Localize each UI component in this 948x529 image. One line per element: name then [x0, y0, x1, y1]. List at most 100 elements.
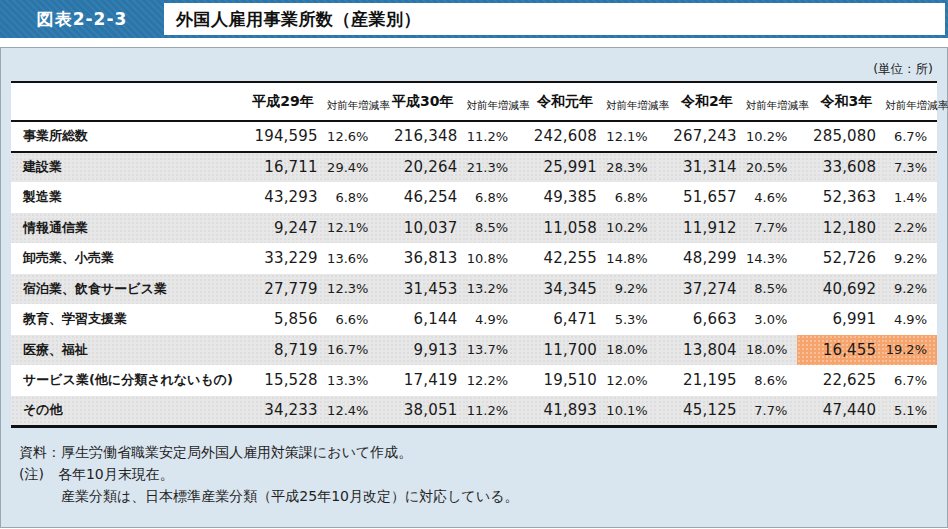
unit-label: (単位：所) [11, 52, 937, 81]
column-header: 対前年増減率 [745, 82, 798, 121]
count-cell: 15,528 [239, 365, 326, 396]
count-cell: 42,255 [518, 243, 605, 274]
count-cell: 20,264 [378, 152, 465, 183]
row-label: 建設業 [11, 152, 239, 183]
row-label: その他 [11, 396, 239, 427]
rate-cell: 12.1% [326, 213, 379, 244]
row-label: 教育、学習支援業 [11, 304, 239, 335]
count-cell: 216,348 [378, 121, 465, 152]
row-label: 情報通信業 [11, 213, 239, 244]
rate-cell: 5.3% [605, 304, 658, 335]
table-row: 建設業16,71129.4%20,26421.3%25,99128.3%31,3… [11, 152, 937, 183]
column-header: 平成29年 [239, 82, 326, 121]
count-cell: 6,991 [797, 304, 884, 335]
count-cell: 51,657 [658, 182, 745, 213]
figure-header-bar: 図表2-2-3 外国人雇用事業所数（産業別） [0, 0, 948, 38]
count-cell: 45,125 [658, 396, 745, 427]
count-cell: 37,274 [658, 274, 745, 305]
note-line: 資料：厚生労働省職業安定局外国人雇用対策課において作成。 [19, 441, 937, 463]
rate-cell: 20.5% [745, 152, 798, 183]
rate-cell: 4.9% [884, 304, 937, 335]
column-header: 令和3年 [797, 82, 884, 121]
column-header: 対前年増減率 [884, 82, 937, 121]
count-cell: 267,243 [658, 121, 745, 152]
count-cell: 9,247 [239, 213, 326, 244]
rate-cell: 6.8% [465, 182, 518, 213]
count-cell: 27,779 [239, 274, 326, 305]
rate-cell: 28.3% [605, 152, 658, 183]
table-row: サービス業(他に分類されないもの)15,52813.3%17,41912.2%1… [11, 365, 937, 396]
rate-cell: 13.2% [465, 274, 518, 305]
count-cell: 194,595 [239, 121, 326, 152]
count-cell: 6,471 [518, 304, 605, 335]
row-label: サービス業(他に分類されないもの) [11, 365, 239, 396]
rate-cell: 7.7% [745, 213, 798, 244]
rate-cell: 8.5% [745, 274, 798, 305]
rate-cell: 2.2% [884, 213, 937, 244]
count-cell: 16,455 [797, 335, 884, 366]
count-cell: 34,233 [239, 396, 326, 427]
rate-cell: 29.4% [326, 152, 379, 183]
rate-cell: 9.2% [884, 243, 937, 274]
count-cell: 8,719 [239, 335, 326, 366]
figure-panel: (単位：所) 平成29年対前年増減率平成30年対前年増減率令和元年対前年増減率令… [0, 47, 948, 528]
count-cell: 6,663 [658, 304, 745, 335]
rate-cell: 16.7% [326, 335, 379, 366]
count-cell: 46,254 [378, 182, 465, 213]
count-cell: 11,700 [518, 335, 605, 366]
count-cell: 17,419 [378, 365, 465, 396]
rate-cell: 10.2% [745, 121, 798, 152]
rate-cell: 12.4% [326, 396, 379, 427]
count-cell: 48,299 [658, 243, 745, 274]
count-cell: 36,813 [378, 243, 465, 274]
rate-cell: 5.1% [884, 396, 937, 427]
rate-cell: 13.3% [326, 365, 379, 396]
column-header: 対前年増減率 [605, 82, 658, 121]
table-row: 宿泊業、飲食サービス業27,77912.3%31,45313.2%34,3459… [11, 274, 937, 305]
table-row: 卸売業、小売業33,22913.6%36,81310.8%42,25514.8%… [11, 243, 937, 274]
count-cell: 41,893 [518, 396, 605, 427]
count-cell: 285,080 [797, 121, 884, 152]
rate-cell: 9.2% [605, 274, 658, 305]
industry-table: 平成29年対前年増減率平成30年対前年増減率令和元年対前年増減率令和2年対前年増… [11, 81, 937, 428]
rate-cell: 9.2% [884, 274, 937, 305]
count-cell: 52,363 [797, 182, 884, 213]
count-cell: 34,345 [518, 274, 605, 305]
rate-cell: 10.8% [465, 243, 518, 274]
count-cell: 11,912 [658, 213, 745, 244]
rate-cell: 18.0% [605, 335, 658, 366]
count-cell: 25,991 [518, 152, 605, 183]
count-cell: 31,453 [378, 274, 465, 305]
count-cell: 6,144 [378, 304, 465, 335]
count-cell: 40,692 [797, 274, 884, 305]
rate-cell: 19.2% [884, 335, 937, 366]
table-row: その他34,23312.4%38,05111.2%41,89310.1%45,1… [11, 396, 937, 427]
rate-cell: 13.6% [326, 243, 379, 274]
figure-title: 外国人雇用事業所数（産業別） [164, 3, 945, 35]
count-cell: 33,229 [239, 243, 326, 274]
rate-cell: 3.0% [745, 304, 798, 335]
rate-cell: 6.8% [326, 182, 379, 213]
source-notes: 資料：厚生労働省職業安定局外国人雇用対策課において作成。(注) 各年10月末現在… [11, 441, 937, 508]
note-line: (注) 各年10月末現在。 [19, 463, 937, 485]
row-label: 医療、福祉 [11, 335, 239, 366]
rate-cell: 21.3% [465, 152, 518, 183]
count-cell: 5,856 [239, 304, 326, 335]
row-label: 宿泊業、飲食サービス業 [11, 274, 239, 305]
rate-cell: 12.1% [605, 121, 658, 152]
table-row: 事業所総数194,59512.6%216,34811.2%242,60812.1… [11, 121, 937, 152]
header-row: 平成29年対前年増減率平成30年対前年増減率令和元年対前年増減率令和2年対前年増… [11, 82, 937, 121]
count-cell: 22,625 [797, 365, 884, 396]
count-cell: 21,195 [658, 365, 745, 396]
rate-cell: 12.6% [326, 121, 379, 152]
corner-cell [11, 82, 239, 121]
count-cell: 16,711 [239, 152, 326, 183]
rate-cell: 8.5% [465, 213, 518, 244]
count-cell: 43,293 [239, 182, 326, 213]
column-header: 平成30年 [378, 82, 465, 121]
column-header: 令和2年 [658, 82, 745, 121]
rate-cell: 11.2% [465, 121, 518, 152]
table-row: 情報通信業9,24712.1%10,0378.5%11,05810.2%11,9… [11, 213, 937, 244]
count-cell: 11,058 [518, 213, 605, 244]
column-header: 令和元年 [518, 82, 605, 121]
